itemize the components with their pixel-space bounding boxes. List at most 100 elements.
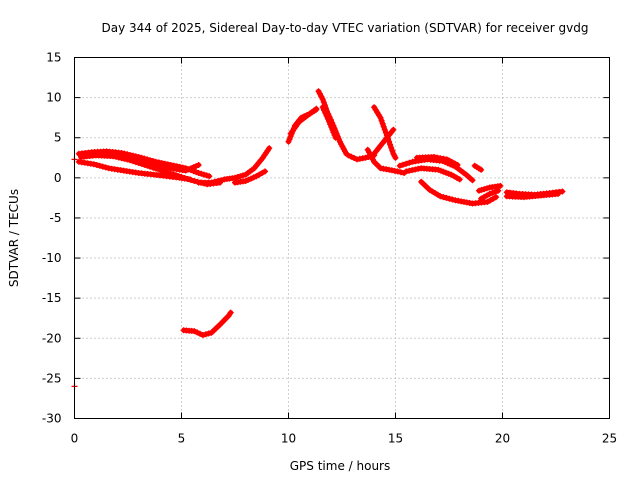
data-point xyxy=(146,158,153,165)
grid-lines xyxy=(74,57,610,419)
data-point xyxy=(400,161,406,168)
data-track xyxy=(371,104,399,161)
data-point xyxy=(211,178,218,185)
data-point xyxy=(240,172,246,179)
data-point xyxy=(446,195,453,202)
y-tick-label: 5 xyxy=(54,131,62,145)
data-track xyxy=(471,162,485,173)
data-track xyxy=(195,145,273,186)
data-point xyxy=(403,160,410,167)
data-point xyxy=(191,328,198,335)
data-point xyxy=(198,170,205,177)
x-tick-label: 20 xyxy=(495,432,510,446)
data-track xyxy=(503,190,562,201)
data-point xyxy=(379,120,386,127)
y-tick-label: 10 xyxy=(46,91,61,105)
data-point xyxy=(214,178,221,184)
data-point xyxy=(205,330,212,337)
data-point xyxy=(319,96,326,103)
x-tick-labels: 0 5 10 15 20 25 xyxy=(71,432,617,446)
data-point xyxy=(486,190,493,197)
data-point xyxy=(386,138,393,145)
data-point xyxy=(454,162,461,168)
data-point xyxy=(385,135,391,142)
data-track xyxy=(319,104,339,141)
data-point xyxy=(137,156,144,163)
data-point xyxy=(383,132,390,139)
data-point xyxy=(412,166,419,173)
data-point xyxy=(478,166,485,173)
data-track xyxy=(180,309,234,339)
y-tick-label: 0 xyxy=(54,171,62,185)
data-point xyxy=(320,99,327,106)
y-tick-label: -25 xyxy=(42,371,62,385)
data-point xyxy=(140,157,147,164)
track-line xyxy=(472,163,484,173)
data-point xyxy=(242,178,249,184)
x-tick-label: 10 xyxy=(281,432,296,446)
data-point xyxy=(481,186,488,193)
y-tick-label: -5 xyxy=(50,211,62,225)
data-point xyxy=(362,154,369,161)
y-tick-labels: -30 -25 -20 -15 -10 -5 0 5 10 15 xyxy=(42,51,62,426)
x-tick-label: 25 xyxy=(602,432,617,446)
data-point xyxy=(326,118,333,125)
track-line xyxy=(181,310,234,338)
data-point xyxy=(131,154,138,161)
data-point xyxy=(152,160,159,167)
data-point xyxy=(203,172,210,179)
data-point xyxy=(227,309,234,316)
data-point xyxy=(382,129,389,136)
data-point xyxy=(484,185,490,192)
data-point xyxy=(195,170,202,176)
data-track xyxy=(403,165,463,183)
data-point xyxy=(208,179,215,186)
data-track xyxy=(418,178,500,207)
data-point xyxy=(443,194,450,201)
data-track xyxy=(478,187,502,202)
data-point xyxy=(387,141,394,148)
data-point xyxy=(266,145,273,152)
data-point xyxy=(99,163,106,170)
data-track xyxy=(232,168,268,186)
data-point xyxy=(449,196,456,203)
x-tick-label: 15 xyxy=(388,432,403,446)
data-track xyxy=(103,152,202,174)
data-point xyxy=(456,176,463,183)
data-point xyxy=(389,147,396,154)
data-point xyxy=(392,154,399,161)
x-axis-label: GPS time / hours xyxy=(290,459,391,473)
data-point xyxy=(96,162,103,169)
data-point xyxy=(194,329,201,336)
data-point xyxy=(328,124,335,130)
data-point xyxy=(102,164,109,171)
data-point xyxy=(313,105,320,112)
data-point xyxy=(381,126,388,133)
data-point xyxy=(440,194,447,201)
y-tick-label: -15 xyxy=(42,291,62,305)
data-point xyxy=(147,163,154,170)
data-point xyxy=(489,189,496,196)
data-point xyxy=(128,154,135,160)
data-point xyxy=(394,168,401,175)
axis-ticks xyxy=(74,57,610,419)
data-point xyxy=(492,188,499,195)
data-point xyxy=(348,153,355,160)
data-point xyxy=(331,132,338,138)
data-point xyxy=(250,174,257,181)
data-point xyxy=(202,331,209,338)
data-point xyxy=(390,126,397,133)
data-point xyxy=(199,332,206,339)
data-point xyxy=(406,159,413,166)
data-track xyxy=(476,182,504,194)
data-point xyxy=(191,178,198,184)
data-track xyxy=(364,146,408,176)
data-point xyxy=(555,190,562,197)
y-tick-label: -10 xyxy=(42,251,62,265)
track-line xyxy=(371,127,396,157)
data-point xyxy=(206,173,213,180)
plot-frame xyxy=(74,57,610,419)
data-point xyxy=(218,177,225,184)
